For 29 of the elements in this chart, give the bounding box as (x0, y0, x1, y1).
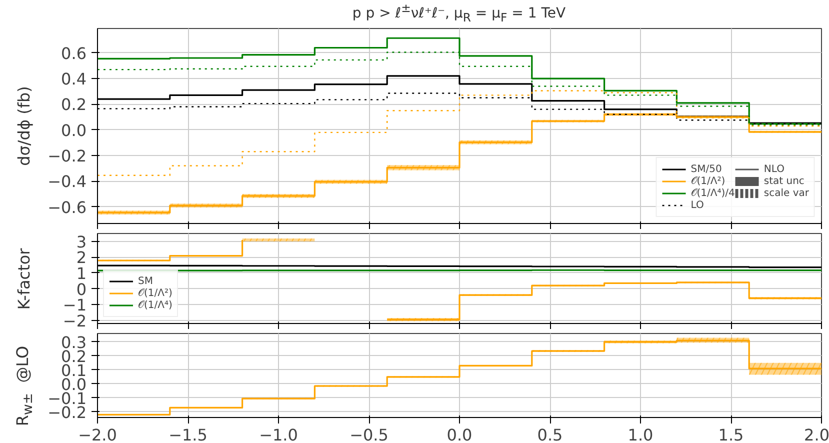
legend-label: 𝒪(1/Λ⁴)/4 (690, 187, 735, 199)
legend-label: SM/50 (690, 163, 722, 175)
x-tick-label: −1.5 (168, 426, 208, 443)
legend-label: SM (138, 275, 154, 287)
y-tick-label: −0.4 (48, 172, 87, 192)
annotation: stat unc (764, 175, 804, 187)
y-tick-label: 0.6 (61, 44, 87, 63)
x-tick-label: 1.5 (718, 426, 744, 443)
x-tick-label: 1.0 (628, 426, 654, 443)
legend-label: 𝒪(1/Λ²) (138, 287, 172, 299)
legend-label: 𝒪(1/Λ⁴) (138, 299, 172, 311)
y-tick-label: 0.2 (61, 95, 87, 114)
y-tick-label: 0.4 (61, 70, 87, 89)
chart-title: p p > ℓ$^{±}$νℓ⁺ℓ⁻, μ$_{R}$ = μ$_{F}$ = 1 TeV (351, 0, 567, 26)
x-tick-label: −0.5 (350, 426, 388, 443)
x-tick-label: 2.0 (804, 426, 829, 443)
y-tick-label: −0.6 (48, 198, 87, 217)
x-tick-label: 0.0 (446, 426, 472, 443)
legend-label: LO (690, 199, 705, 211)
y-axis-title: K-factor (14, 248, 35, 310)
annotation: NLO (764, 163, 784, 175)
x-tick-label: 0.5 (537, 426, 563, 443)
legend-label: 𝒪(1/Λ²) (690, 175, 726, 187)
annotation: scale var (764, 187, 809, 199)
x-tick-label: −1.0 (259, 426, 298, 443)
y-tick-label: 0.0 (61, 120, 87, 140)
y-axis-title: dσ/dϕ (fb) (14, 86, 35, 166)
x-tick-label: −2.0 (78, 426, 117, 443)
y-tick-label: −0.2 (48, 146, 87, 166)
